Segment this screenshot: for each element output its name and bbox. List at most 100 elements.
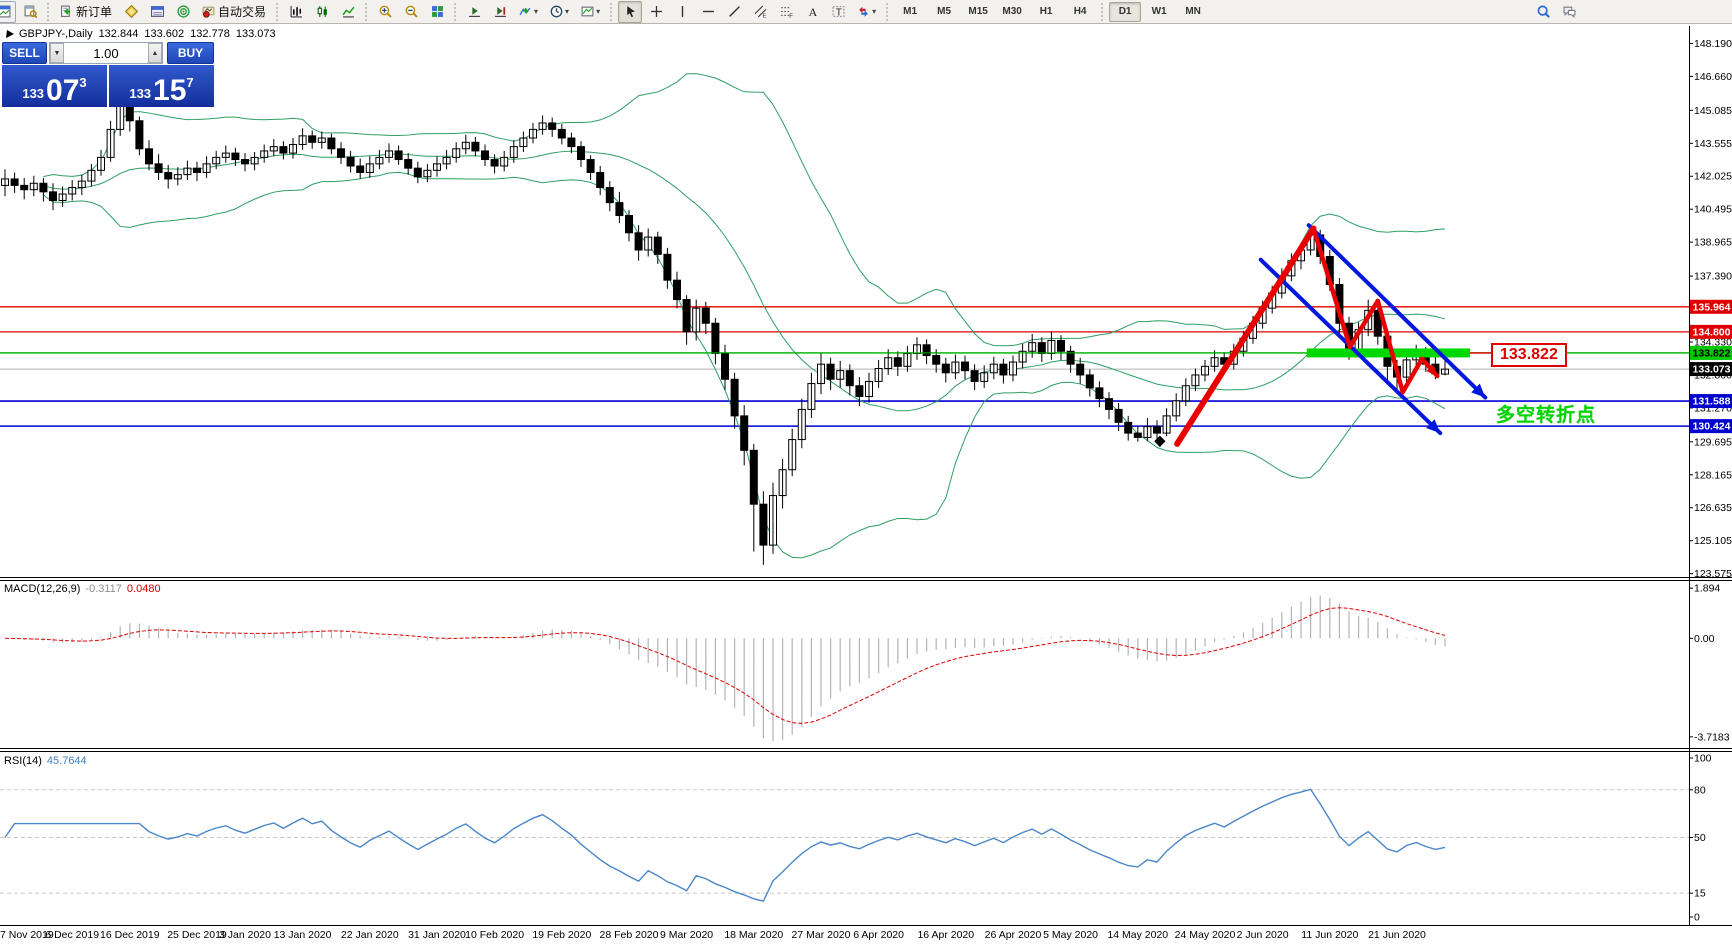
date-tick-label: 27 Mar 2020: [792, 929, 851, 941]
horizontal-line-button[interactable]: [696, 1, 720, 23]
svg-text:T: T: [835, 7, 841, 18]
timeframe-h1-button[interactable]: H1: [1039, 6, 1053, 17]
timeframe-d1-button[interactable]: D1: [1109, 1, 1142, 22]
auto-scroll-button[interactable]: [462, 1, 486, 23]
price-badge-134.800: [1690, 324, 1732, 339]
search-icon: [1537, 5, 1550, 18]
date-tick-label: 25 Dec 2019: [167, 929, 227, 941]
macd-main-value: -0.3117: [85, 583, 122, 595]
navigator-icon: [176, 5, 190, 18]
price-tick-label: 129.695: [1694, 436, 1732, 448]
macd-name: MACD(12,26,9): [4, 583, 81, 595]
templates-button[interactable]: ▾: [576, 1, 605, 23]
timeframe-w1-button[interactable]: W1: [1151, 6, 1167, 17]
bid-price-badge: [1690, 362, 1732, 377]
textA-icon: A: [808, 5, 817, 18]
search-button[interactable]: [1531, 1, 1555, 23]
fibonacci-button[interactable]: F: [774, 1, 798, 23]
sell-price-display[interactable]: 133 07 3: [2, 65, 107, 107]
data-window-button[interactable]: [18, 1, 42, 23]
main-pane: [0, 73, 1689, 565]
candlestick-chart-button[interactable]: [310, 1, 334, 23]
candle-wicks: [4, 91, 1446, 565]
date-tick-label: 19 Feb 2020: [532, 929, 591, 941]
date-tick-label: 16 Dec 2019: [100, 929, 160, 941]
rsi-tick-label: 15: [1694, 888, 1706, 900]
volume-input[interactable]: [64, 43, 148, 63]
timeframe-m30-button[interactable]: M30: [1002, 6, 1022, 17]
chevron-down-icon: ▾: [596, 7, 601, 16]
toolbar-separator: [363, 2, 371, 21]
rsi-tick-label: 80: [1694, 784, 1706, 796]
ohlc-open: 132.844: [98, 28, 139, 40]
sell-button[interactable]: SELL: [2, 42, 47, 64]
tile-windows-button[interactable]: [425, 1, 449, 23]
volume-down-button[interactable]: ▼: [50, 43, 64, 63]
date-tick-label: 18 Mar 2020: [724, 929, 783, 941]
zoom-out-button[interactable]: [399, 1, 423, 23]
chart-shift-button[interactable]: [488, 1, 512, 23]
date-tick-label: 31 Jan 2020: [408, 929, 466, 941]
sell-price-small: 133: [22, 86, 45, 101]
symbol-info-line: GBPJPY-,Daily 132.844 133.602 132.778 13…: [6, 28, 278, 40]
macd-tick-label: 1.894: [1694, 583, 1720, 595]
timeframe-h4-button[interactable]: H4: [1073, 6, 1087, 17]
timeframe-m15-button[interactable]: M15: [968, 6, 988, 17]
zoom-in-button[interactable]: [373, 1, 397, 23]
price-badge-133.822-text: 133.822: [1693, 347, 1731, 359]
terminal-button[interactable]: [145, 1, 169, 23]
new-order-button[interactable]: 新订单: [55, 1, 117, 23]
navigator-button[interactable]: [171, 1, 195, 23]
annotation-note-text[interactable]: 多空转折点: [1496, 405, 1597, 426]
timeframe-mn-button[interactable]: MN: [1185, 6, 1201, 17]
line-chart-button[interactable]: [336, 1, 360, 23]
autotrading-button[interactable]: 自动交易: [197, 1, 271, 23]
price-tick-label: 134.330: [1694, 336, 1732, 348]
red-zigzag-arrow[interactable]: [1311, 226, 1440, 395]
indicators-icon: [519, 7, 531, 16]
price-tick-label: 123.575: [1694, 568, 1732, 580]
candles-icon: [317, 6, 327, 17]
support-zone-bar[interactable]: [1306, 348, 1470, 358]
buy-price-display[interactable]: 133 15 7: [109, 65, 214, 107]
volume-up-button[interactable]: ▲: [148, 43, 162, 63]
trendline-button[interactable]: [722, 1, 746, 23]
timeframe-m5-button[interactable]: M5: [937, 6, 952, 17]
timeframe-m1-button[interactable]: M1: [903, 6, 918, 17]
text-label-button[interactable]: T: [826, 1, 850, 23]
sell-price-big: 07: [46, 74, 80, 107]
date-tick-label: 6 Dec 2019: [45, 929, 99, 941]
indicators-button[interactable]: ▾: [514, 1, 543, 23]
price-tick-label: 125.105: [1694, 535, 1732, 547]
arrows-button[interactable]: ▾: [852, 1, 881, 23]
text-button[interactable]: A: [800, 1, 824, 23]
metaeditor-button[interactable]: [119, 1, 143, 23]
chat-button[interactable]: [1557, 1, 1581, 23]
bar-chart-button[interactable]: [284, 1, 308, 23]
crosshair-button[interactable]: [644, 1, 668, 23]
red-uptrend-line[interactable]: [1174, 225, 1317, 447]
cursor-button[interactable]: [618, 0, 643, 23]
toolbar-separator: [45, 2, 52, 21]
blue-channel-upper-arrow[interactable]: [1306, 223, 1488, 400]
date-tick-label: 3 Jan 2020: [219, 929, 271, 941]
macd-tick-label: 0.00: [1694, 633, 1715, 645]
price-tick-label: 140.495: [1694, 204, 1732, 216]
chart-window-button[interactable]: [0, 0, 16, 23]
rsi-tick-label: 100: [1694, 753, 1712, 765]
price-badge-130.424-text: 130.424: [1693, 421, 1731, 433]
bollinger-middle-band: [43, 150, 1446, 412]
vertical-line-button[interactable]: [670, 1, 694, 23]
buy-button[interactable]: BUY: [167, 42, 214, 64]
price-callout-box[interactable]: 133.822: [1491, 343, 1567, 367]
periods-button[interactable]: ▾: [545, 1, 574, 23]
date-tick-label: 24 May 2020: [1175, 929, 1236, 941]
zoomin-icon: [379, 5, 392, 18]
equidistant-channel-button[interactable]: E: [748, 1, 772, 23]
macd-pane: [4, 595, 1446, 742]
price-axis: 148.190 146.660 145.085 143.555 142.025 140.4…: [0, 38, 1732, 941]
chevron-down-icon: ▾: [534, 7, 539, 16]
sell-price-sup: 3: [79, 75, 87, 90]
